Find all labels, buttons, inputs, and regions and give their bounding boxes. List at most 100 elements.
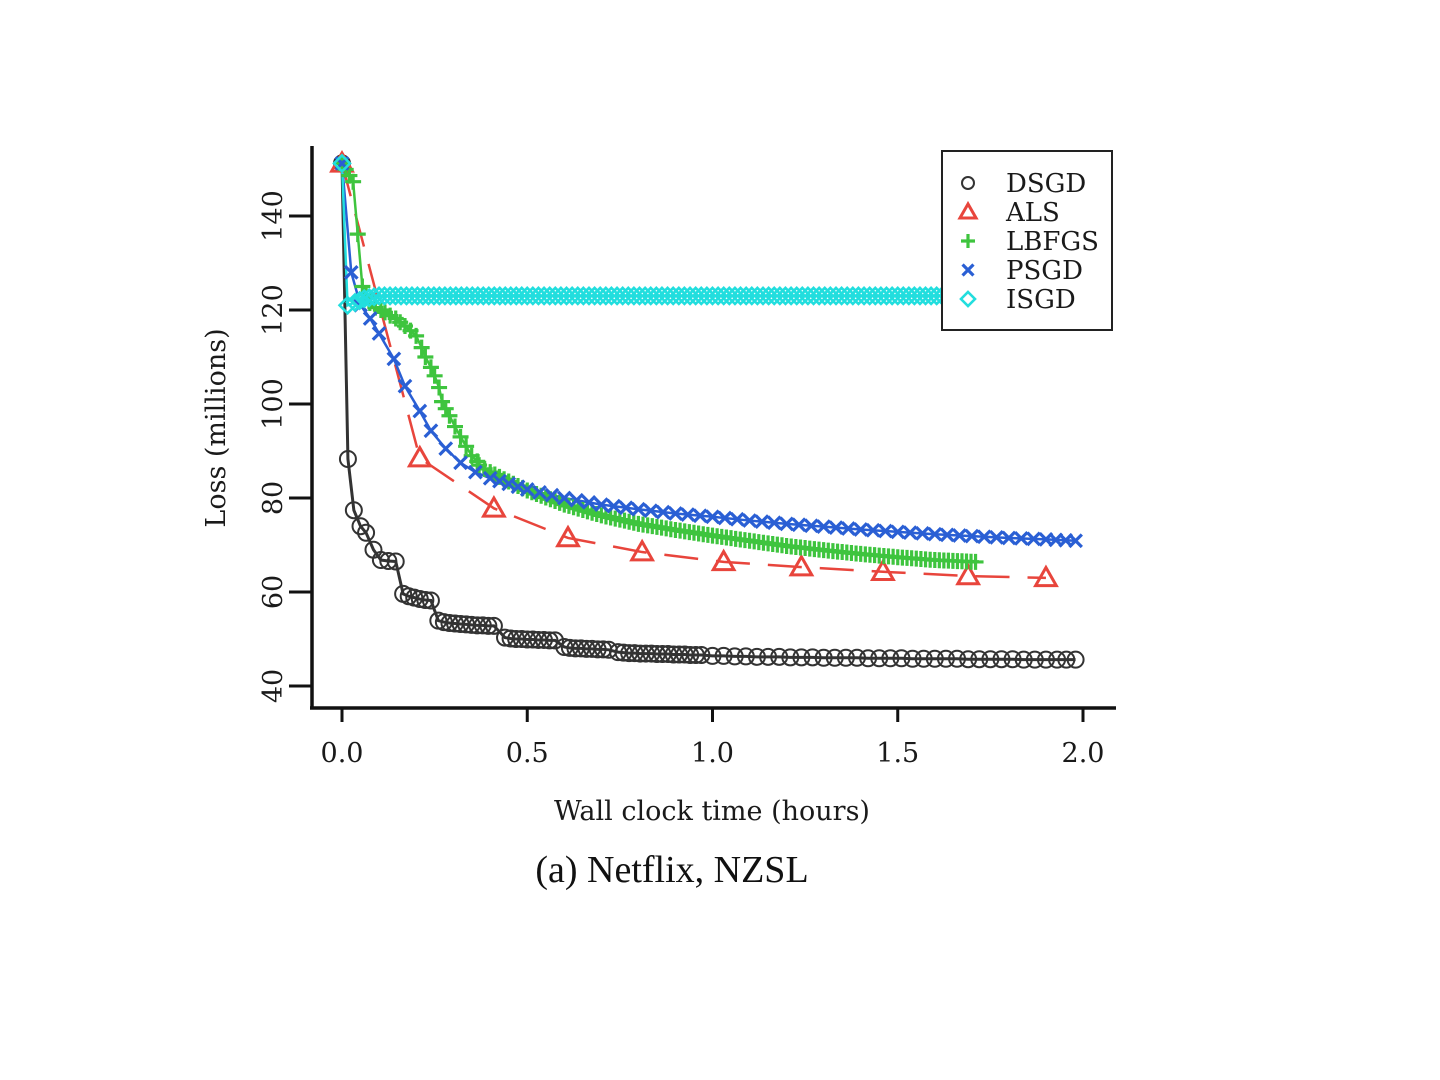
dsgd-point bbox=[836, 648, 855, 667]
psgd-point bbox=[655, 504, 671, 520]
x-tick-label: 2.0 bbox=[1062, 738, 1105, 769]
legend-label: ISGD bbox=[1006, 285, 1076, 315]
dsgd-point bbox=[588, 640, 607, 659]
legend-label: ALS bbox=[1005, 198, 1060, 228]
figure-caption: (a) Netflix, NZSL bbox=[535, 849, 809, 891]
psgd-point bbox=[618, 500, 634, 516]
x-tick-label: 1.0 bbox=[691, 738, 734, 769]
dsgd-point bbox=[759, 647, 778, 666]
dsgd-point bbox=[1048, 650, 1067, 669]
lbfgs-point bbox=[967, 553, 984, 570]
als-point bbox=[480, 494, 507, 518]
y-tick-label: 60 bbox=[258, 575, 289, 609]
dsgd-point bbox=[1066, 650, 1085, 669]
dsgd-point bbox=[770, 647, 789, 666]
dsgd-point bbox=[747, 647, 766, 666]
dsgd-point bbox=[534, 630, 553, 649]
dsgd-point bbox=[692, 645, 711, 664]
dsgd-point bbox=[881, 649, 900, 668]
lbfgs-point bbox=[408, 327, 425, 344]
x-tick-label: 1.5 bbox=[876, 738, 919, 769]
y-axis-label: Loss (millions) bbox=[201, 328, 232, 527]
psgd-point bbox=[915, 526, 930, 541]
psgd-point bbox=[643, 503, 659, 519]
psgd-point bbox=[729, 511, 745, 527]
dsgd-point bbox=[714, 646, 733, 665]
lbfgs-point bbox=[458, 438, 475, 455]
psgd-point bbox=[754, 514, 770, 530]
dsgd-point bbox=[546, 631, 565, 650]
als-point bbox=[955, 562, 982, 586]
als-point bbox=[710, 548, 737, 572]
lbfgs-point bbox=[426, 367, 443, 384]
isgd-markers bbox=[332, 153, 964, 316]
psgd-point bbox=[816, 519, 832, 535]
lbfgs-point bbox=[417, 349, 434, 365]
dsgd-markers bbox=[333, 154, 1085, 669]
psgd-point bbox=[680, 507, 696, 522]
dsgd-point bbox=[892, 649, 911, 668]
psgd-point bbox=[569, 492, 585, 508]
psgd-point bbox=[412, 403, 428, 419]
dsgd-point bbox=[357, 523, 376, 542]
psgd-point bbox=[1001, 530, 1017, 546]
lbfgs-point bbox=[349, 226, 366, 243]
dsgd-point bbox=[903, 649, 922, 668]
psgd-point bbox=[1068, 533, 1083, 549]
psgd-point bbox=[828, 520, 844, 535]
legend-label: PSGD bbox=[1006, 256, 1083, 286]
x-ticks: 0.0 0.5 1.0 1.5 2.0 bbox=[321, 708, 1105, 769]
dsgd-point bbox=[803, 648, 822, 667]
dsgd-point bbox=[814, 648, 833, 667]
psgd-point bbox=[692, 508, 708, 524]
psgd-point bbox=[438, 441, 454, 457]
lbfgs-point bbox=[413, 339, 430, 356]
psgd-point bbox=[742, 513, 757, 528]
isgd-point bbox=[345, 292, 365, 313]
dsgd-point bbox=[736, 647, 755, 666]
dsgd-point bbox=[484, 616, 503, 635]
psgd-point bbox=[1013, 531, 1029, 546]
x-tick-label: 0.5 bbox=[506, 738, 549, 769]
legend-label: DSGD bbox=[1006, 169, 1086, 199]
psgd-point bbox=[606, 498, 622, 514]
legend-triangle-icon bbox=[957, 200, 979, 220]
lbfgs-point bbox=[422, 359, 439, 376]
psgd-point bbox=[397, 378, 413, 394]
dsgd-point bbox=[540, 631, 559, 650]
dsgd-point bbox=[1036, 650, 1055, 669]
psgd-point bbox=[556, 490, 572, 506]
psgd-point bbox=[705, 509, 720, 525]
dsgd-point bbox=[379, 551, 398, 570]
psgd-point bbox=[1026, 531, 1041, 547]
psgd-point bbox=[989, 529, 1004, 545]
psgd-point bbox=[803, 518, 819, 534]
dsgd-point bbox=[948, 649, 967, 668]
psgd-point bbox=[519, 482, 535, 497]
psgd-point bbox=[593, 497, 609, 512]
x-axis-label: Wall clock time (hours) bbox=[554, 796, 870, 827]
legend-entry-psgd: PSGD bbox=[961, 256, 1083, 286]
dsgd-point bbox=[859, 649, 878, 668]
y-ticks: 40 60 80 100 120 140 bbox=[258, 190, 312, 703]
psgd-point bbox=[939, 527, 955, 543]
y-tick-label: 80 bbox=[258, 481, 289, 515]
dsgd-point bbox=[847, 648, 866, 667]
psgd-point bbox=[386, 351, 402, 367]
dsgd-point bbox=[386, 552, 405, 571]
dsgd-point bbox=[981, 650, 1000, 669]
dsgd-point bbox=[970, 650, 989, 669]
als-point bbox=[406, 444, 433, 468]
psgd-point bbox=[532, 484, 547, 500]
x-tick-label: 0.0 bbox=[321, 738, 364, 769]
y-tick-label: 40 bbox=[258, 669, 289, 703]
psgd-point bbox=[976, 529, 992, 545]
legend-plus-icon bbox=[961, 234, 975, 248]
als-point bbox=[788, 553, 815, 577]
dsgd-point bbox=[1014, 650, 1033, 669]
psgd-point bbox=[544, 487, 560, 503]
dsgd-point bbox=[703, 646, 722, 665]
y-tick-label: 120 bbox=[258, 284, 289, 336]
